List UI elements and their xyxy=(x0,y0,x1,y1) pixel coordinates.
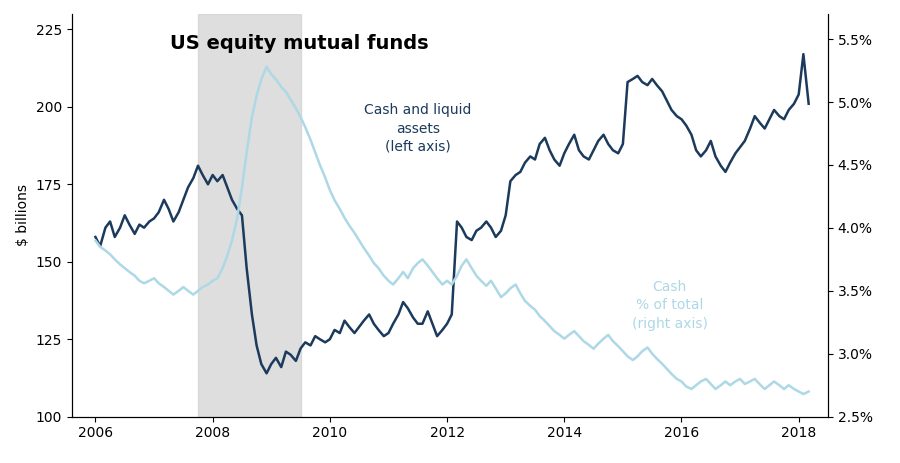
Y-axis label: $ billions: $ billions xyxy=(16,184,31,246)
Text: Cash and liquid
assets
(left axis): Cash and liquid assets (left axis) xyxy=(364,103,472,154)
Bar xyxy=(198,14,301,417)
Text: Cash
% of total
(right axis): Cash % of total (right axis) xyxy=(632,280,707,331)
Text: US equity mutual funds: US equity mutual funds xyxy=(170,34,429,53)
